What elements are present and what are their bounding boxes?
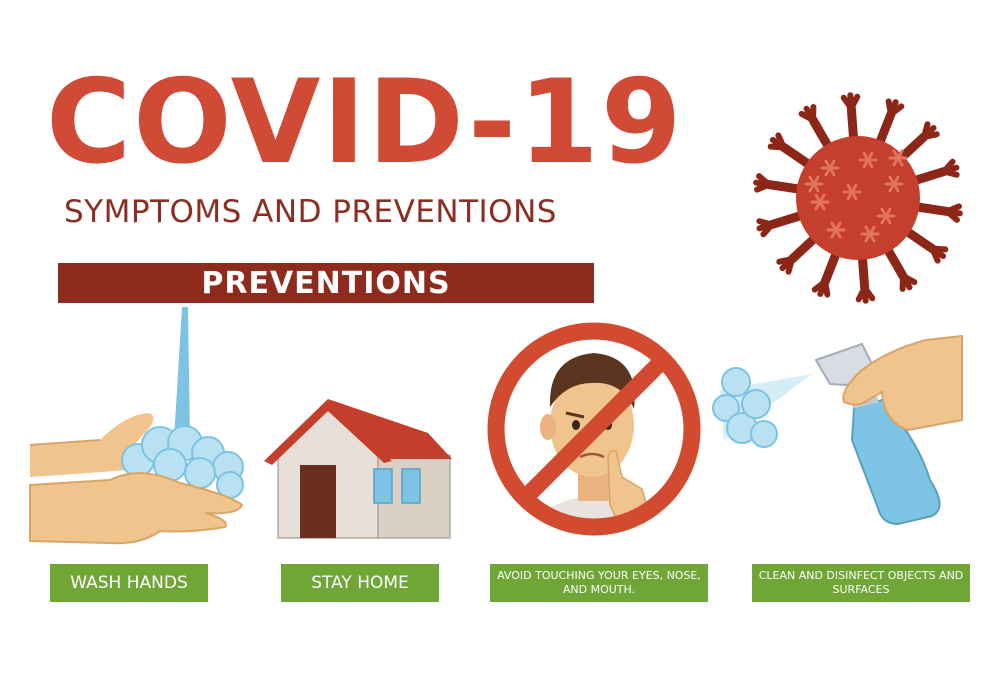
virus-icon bbox=[753, 92, 963, 304]
label-wash-hands: WASH HANDS bbox=[50, 564, 208, 602]
page-title: COVID-19 bbox=[46, 55, 684, 190]
spray-bottle-icon bbox=[712, 334, 963, 526]
no-face-touching-icon bbox=[487, 322, 701, 536]
label-clean-disinfect: CLEAN AND DISINFECT OBJECTS AND SURFACES bbox=[752, 564, 970, 602]
page-subtitle: SYMPTOMS AND PREVENTIONS bbox=[64, 194, 557, 230]
house-icon bbox=[264, 399, 452, 539]
washing-hands-icon bbox=[29, 307, 244, 545]
label-stay-home: STAY HOME bbox=[281, 564, 439, 602]
label-avoid-touching: AVOID TOUCHING YOUR EYES, NOSE, AND MOUT… bbox=[490, 564, 708, 602]
section-banner: PREVENTIONS bbox=[58, 263, 594, 303]
